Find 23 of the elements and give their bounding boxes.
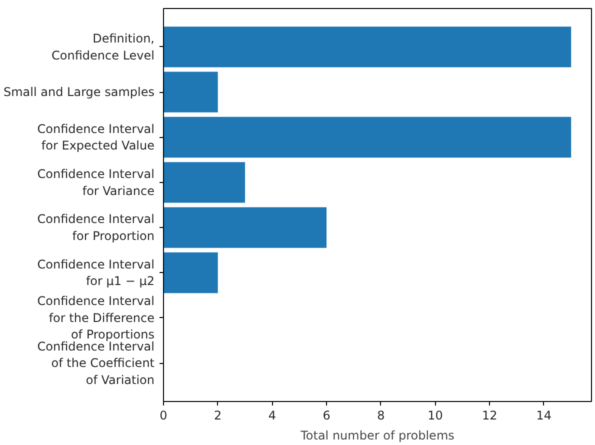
x-tick-label: 10	[428, 408, 443, 422]
x-tick-label: 8	[377, 408, 385, 422]
bar	[164, 252, 218, 294]
x-tick-label: 14	[536, 408, 552, 422]
y-tick-label: Confidence Interval for Expected Value	[37, 122, 155, 153]
bar	[164, 162, 246, 203]
x-tick-label: 4	[268, 408, 276, 422]
bar	[164, 72, 218, 112]
x-axis-title: Total number of problems	[300, 428, 454, 442]
x-tick-label: 6	[322, 408, 330, 422]
y-tick-label: Confidence Interval for Proportion	[37, 212, 155, 243]
bar	[164, 207, 327, 248]
x-tick-label: 12	[482, 408, 498, 422]
y-tick-label: Confidence Interval of the Coefficient of Variation	[37, 339, 155, 387]
y-tick-label: Small and Large samples	[4, 85, 155, 100]
y-tick-label: Definition, Confidence Level	[52, 31, 155, 62]
bar	[164, 26, 572, 68]
y-tick-label: Confidence Interval for μ1 − μ2	[37, 257, 155, 288]
x-tick-label: 0	[160, 408, 168, 422]
y-tick-label: Confidence Interval for Variance	[37, 167, 155, 198]
y-tick-label: Confidence Interval for the Difference of Proportions	[37, 294, 155, 342]
x-tick-label: 2	[214, 408, 222, 422]
bar	[164, 116, 572, 158]
